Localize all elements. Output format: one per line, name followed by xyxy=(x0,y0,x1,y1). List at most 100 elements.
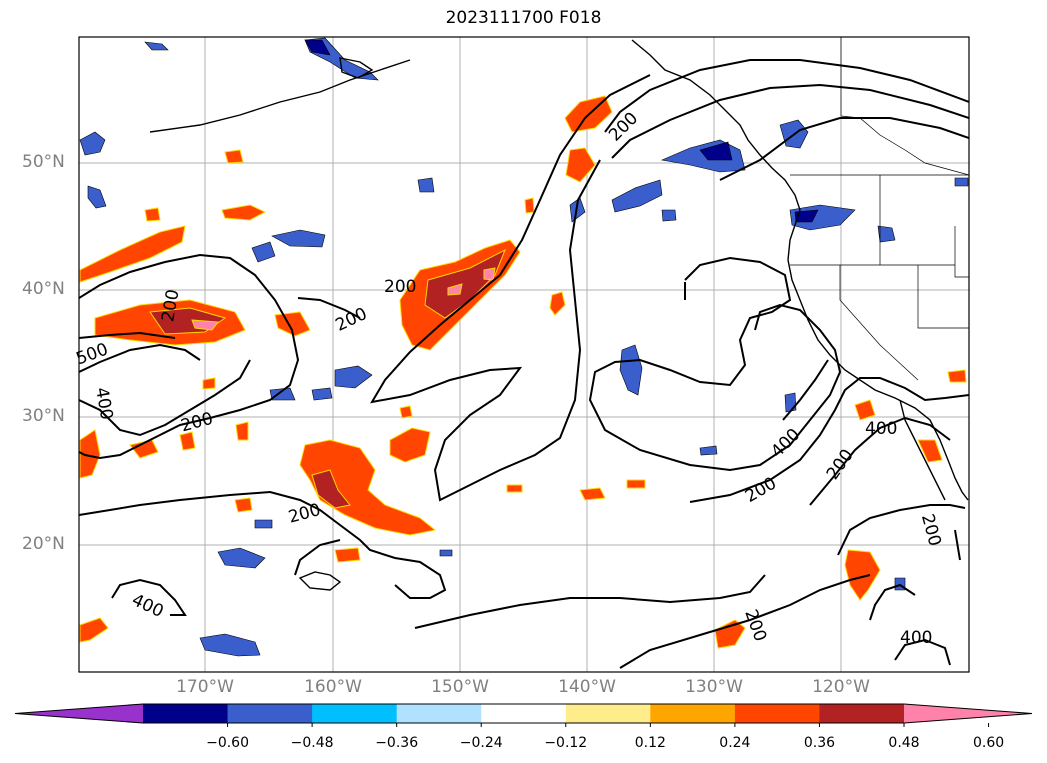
colorbar-tick-label: 0.48 xyxy=(888,735,920,751)
contours xyxy=(79,59,969,669)
shade-region xyxy=(626,479,646,489)
colorbar-extend-max xyxy=(904,704,1032,723)
shade-region xyxy=(274,311,311,337)
shade-region xyxy=(179,431,196,451)
contour-line xyxy=(619,574,871,669)
shade-region xyxy=(877,225,896,243)
shade-region xyxy=(389,427,431,463)
colorbar-segment xyxy=(481,704,567,723)
shade-region xyxy=(234,497,253,513)
colorbar-tick-label: −0.12 xyxy=(544,735,588,751)
shade-region xyxy=(506,484,523,493)
contour-line xyxy=(111,578,187,616)
colorbar-extend-min xyxy=(15,704,143,723)
shade-region xyxy=(235,421,249,441)
shade-region xyxy=(954,177,969,187)
state-borders xyxy=(790,37,969,381)
lat-label: 50°N xyxy=(22,152,65,172)
shade-region xyxy=(271,229,326,248)
contour-line xyxy=(689,377,969,503)
colorbar-tick-label: 0.36 xyxy=(803,735,836,751)
contour-line xyxy=(79,359,251,437)
shade-region xyxy=(202,377,216,390)
contour-line xyxy=(782,359,829,421)
shade-region xyxy=(699,445,718,456)
positive-shading xyxy=(79,95,967,649)
lon-label: 140°W xyxy=(558,677,616,697)
shade-region xyxy=(217,547,266,569)
shade-region xyxy=(417,177,435,193)
contour-line xyxy=(719,117,969,181)
contour-line xyxy=(79,343,201,373)
contour-label: 400 xyxy=(865,419,897,439)
colorbar-tick-label: −0.36 xyxy=(375,735,419,751)
coastlines xyxy=(149,39,969,591)
colorbar-segment xyxy=(819,704,905,723)
shade-region xyxy=(79,225,186,283)
shade-region xyxy=(334,365,373,389)
negative-shading xyxy=(79,37,969,657)
contour-line xyxy=(297,297,361,319)
shade-region xyxy=(579,487,606,501)
colorbar-tick-label: −0.24 xyxy=(459,735,503,751)
lon-label: 120°W xyxy=(812,677,870,697)
shade-region xyxy=(565,147,596,183)
shade-region xyxy=(947,369,967,383)
colorbar-tick-label: −0.48 xyxy=(290,735,334,751)
map-frame xyxy=(78,36,970,673)
coastline-kodiak xyxy=(339,57,374,79)
contour-line xyxy=(370,74,651,502)
shade-region xyxy=(619,344,643,396)
shade-region xyxy=(439,549,453,557)
lon-label: 150°W xyxy=(431,677,489,697)
colorbar-segment xyxy=(396,704,482,723)
shade-region xyxy=(784,392,797,413)
map-title: 2023111700 F018 xyxy=(445,8,602,28)
colorbar-tick-label: 0.24 xyxy=(719,735,751,751)
colorbar-tick-label: −0.60 xyxy=(206,735,249,751)
shade-region xyxy=(79,131,106,156)
colorbar-segment xyxy=(650,704,736,723)
coastline-alaska xyxy=(631,39,801,261)
lon-label: 160°W xyxy=(304,677,362,697)
shade-region xyxy=(269,387,296,401)
shade-region xyxy=(334,547,361,563)
shade-region xyxy=(144,41,169,51)
shade-region xyxy=(854,399,876,421)
colorbar xyxy=(14,703,1033,727)
contour-line xyxy=(79,490,447,599)
shade-region xyxy=(524,197,535,214)
shade-region xyxy=(254,519,273,529)
shade-region xyxy=(79,617,109,643)
lat-label: 30°N xyxy=(22,406,65,426)
shade-region xyxy=(304,39,331,56)
shade-region xyxy=(144,207,161,222)
shade-region xyxy=(699,141,733,161)
contour-label: 200 xyxy=(384,277,416,297)
coastline-hawaii xyxy=(298,571,342,591)
contour-line xyxy=(588,256,842,472)
shade-region xyxy=(251,241,276,263)
colorbar-segment xyxy=(312,704,398,723)
shade-region xyxy=(299,439,437,536)
shade-region xyxy=(794,209,819,223)
shade-region xyxy=(399,405,413,419)
shade-region xyxy=(661,209,677,222)
colorbar-outline xyxy=(14,703,1033,724)
shade-region xyxy=(569,197,586,223)
shade-region xyxy=(311,469,351,509)
shade-region xyxy=(79,429,101,479)
shade-region xyxy=(549,291,566,316)
contour-line xyxy=(611,83,969,159)
shade-region xyxy=(224,149,244,164)
contour-line xyxy=(894,638,951,666)
lat-label: 40°N xyxy=(22,279,65,299)
shade-region xyxy=(87,185,107,209)
colorbar-tick-label: 0.60 xyxy=(972,735,1005,751)
contour-line xyxy=(809,416,951,506)
contour-line xyxy=(954,529,961,561)
shade-region xyxy=(714,619,746,649)
contour-line xyxy=(79,253,300,460)
lon-label: 170°W xyxy=(176,677,234,697)
